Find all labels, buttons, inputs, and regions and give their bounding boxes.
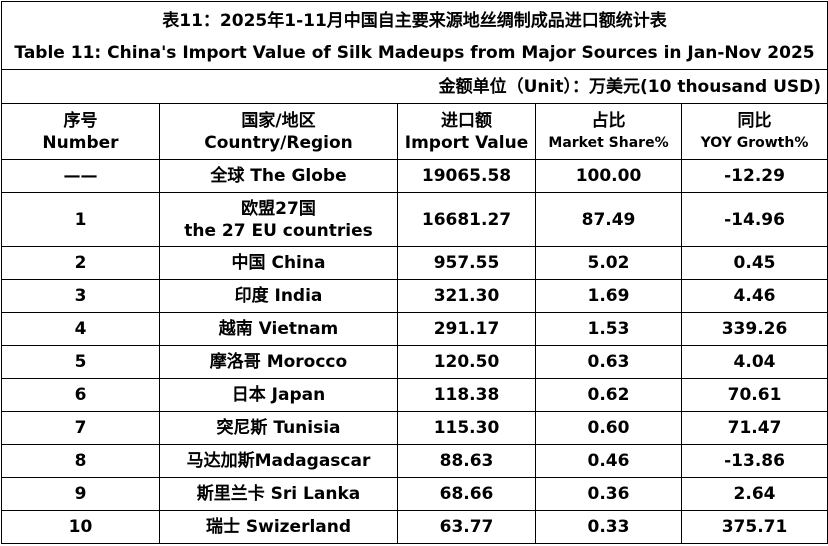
data-cell: 马达加斯Madagascar xyxy=(159,444,398,478)
title-en: Table 11: China's Import Value of Silk M… xyxy=(0,37,828,70)
cell-line: Number xyxy=(42,132,119,153)
data-cell: 291.17 xyxy=(397,312,536,346)
data-cell: 突尼斯 Tunisia xyxy=(159,411,398,445)
header-cell: 国家/地区 Country/Region xyxy=(159,103,398,160)
data-cell: 2.64 xyxy=(680,477,828,511)
data-cell: 16681.27 xyxy=(397,192,536,247)
data-cell: 0.46 xyxy=(535,444,682,478)
header-cell: 占比 Market Share% xyxy=(535,103,682,160)
data-row: 5 摩洛哥 Morocco 120.50 0.63 4.04 xyxy=(1,345,828,379)
cell-line: 序号 xyxy=(63,110,98,131)
data-cell: 118.38 xyxy=(397,378,536,412)
data-row: 4 越南 Vietnam 291.17 1.53 339.26 xyxy=(1,312,828,346)
data-cell: 3 xyxy=(1,279,160,313)
data-row: 3 印度 India 321.30 1.69 4.46 xyxy=(1,279,828,313)
data-row: 8 马达加斯Madagascar 88.63 0.46 -13.86 xyxy=(1,444,828,478)
data-cell: 71.47 xyxy=(680,411,828,445)
cell-line: the 27 EU countries xyxy=(184,220,373,241)
data-cell: 120.50 xyxy=(397,345,536,379)
cell-line: Import Value xyxy=(404,132,529,153)
data-cell: 115.30 xyxy=(397,411,536,445)
data-cell: 5 xyxy=(1,345,160,379)
cell-line: 占比 xyxy=(591,110,626,131)
data-cell: 斯里兰卡 Sri Lanka xyxy=(159,477,398,511)
header-row: 序号 Number 国家/地区 Country/Region 进口额 Import Val… xyxy=(1,103,828,160)
cell-line: 同比 xyxy=(737,110,772,131)
data-cell: 70.61 xyxy=(680,378,828,412)
data-row: —— 全球 The Globe 19065.58 100.00 -12.29 xyxy=(1,159,828,193)
data-cell: 0.63 xyxy=(535,345,682,379)
data-cell: 100.00 xyxy=(535,159,682,193)
cell-line: Country/Region xyxy=(204,132,353,153)
data-cell: 8 xyxy=(1,444,160,478)
data-cell: 375.71 xyxy=(680,510,828,544)
unit-row: 金额单位（Unit）：万美元(10 thousand USD) xyxy=(0,69,828,104)
header-cell: 进口额 Import Value xyxy=(397,103,536,160)
data-cell: 0.45 xyxy=(680,246,828,280)
data-cell: 全球 The Globe xyxy=(159,159,398,193)
data-cell: 印度 India xyxy=(159,279,398,313)
data-cell: 87.49 xyxy=(535,192,682,247)
data-row: 1 欧盟27国 the 27 EU countries 16681.27 87.49 -1… xyxy=(1,192,828,247)
data-cell: 0.33 xyxy=(535,510,682,544)
data-cell: 2 xyxy=(1,246,160,280)
cell-line: 进口额 xyxy=(441,110,492,131)
header-cell: 同比 YOY Growth% xyxy=(680,103,828,160)
data-cell: 63.77 xyxy=(397,510,536,544)
data-cell: 摩洛哥 Morocco xyxy=(159,345,398,379)
data-cell: 321.30 xyxy=(397,279,536,313)
data-cell: 88.63 xyxy=(397,444,536,478)
unit: 金额单位（Unit）：万美元(10 thousand USD) xyxy=(0,69,828,104)
data-cell: 339.26 xyxy=(680,312,828,346)
data-cell: 越南 Vietnam xyxy=(159,312,398,346)
data-cell: 1.53 xyxy=(535,312,682,346)
data-cell: 4.04 xyxy=(680,345,828,379)
data-row: 9 斯里兰卡 Sri Lanka 68.66 0.36 2.64 xyxy=(1,477,828,511)
data-cell: 4 xyxy=(1,312,160,346)
cell-line: 国家/地区 xyxy=(241,110,316,131)
data-cell: —— xyxy=(1,159,160,193)
data-cell: 5.02 xyxy=(535,246,682,280)
data-cell: -14.96 xyxy=(680,192,828,247)
data-cell: 10 xyxy=(1,510,160,544)
data-cell: 7 xyxy=(1,411,160,445)
cell-line: 欧盟27国 xyxy=(241,198,316,219)
data-cell: 1.69 xyxy=(535,279,682,313)
data-cell: 0.62 xyxy=(535,378,682,412)
title-row: Table 11: China's Import Value of Silk M… xyxy=(0,37,828,70)
data-cell: -12.29 xyxy=(680,159,828,193)
data-cell: 4.46 xyxy=(680,279,828,313)
data-cell: 日本 Japan xyxy=(159,378,398,412)
data-cell: 瑞士 Swizerland xyxy=(159,510,398,544)
data-cell: 19065.58 xyxy=(397,159,536,193)
data-row: 7 突尼斯 Tunisia 115.30 0.60 71.47 xyxy=(1,411,828,445)
data-cell: -13.86 xyxy=(680,444,828,478)
data-cell: 0.36 xyxy=(535,477,682,511)
data-row: 2 中国 China 957.55 5.02 0.45 xyxy=(1,246,828,280)
data-cell: 957.55 xyxy=(397,246,536,280)
data-cell: 中国 China xyxy=(159,246,398,280)
cell-line: Market Share% xyxy=(548,134,669,151)
data-cell: 9 xyxy=(1,477,160,511)
cell-line: YOY Growth% xyxy=(700,134,809,151)
title-row: 表11：2025年1-11月中国自主要来源地丝绸制成品进口额统计表 xyxy=(0,1,828,37)
data-cell: 6 xyxy=(1,378,160,412)
data-cell: 68.66 xyxy=(397,477,536,511)
data-row: 6 日本 Japan 118.38 0.62 70.61 xyxy=(1,378,828,412)
data-cell: 0.60 xyxy=(535,411,682,445)
data-row: 10 瑞士 Swizerland 63.77 0.33 375.71 xyxy=(1,510,828,544)
title-zh: 表11：2025年1-11月中国自主要来源地丝绸制成品进口额统计表 xyxy=(0,1,828,37)
header-cell: 序号 Number xyxy=(1,103,160,160)
data-cell: 欧盟27国 the 27 EU countries xyxy=(159,192,398,247)
data-cell: 1 xyxy=(1,192,160,247)
